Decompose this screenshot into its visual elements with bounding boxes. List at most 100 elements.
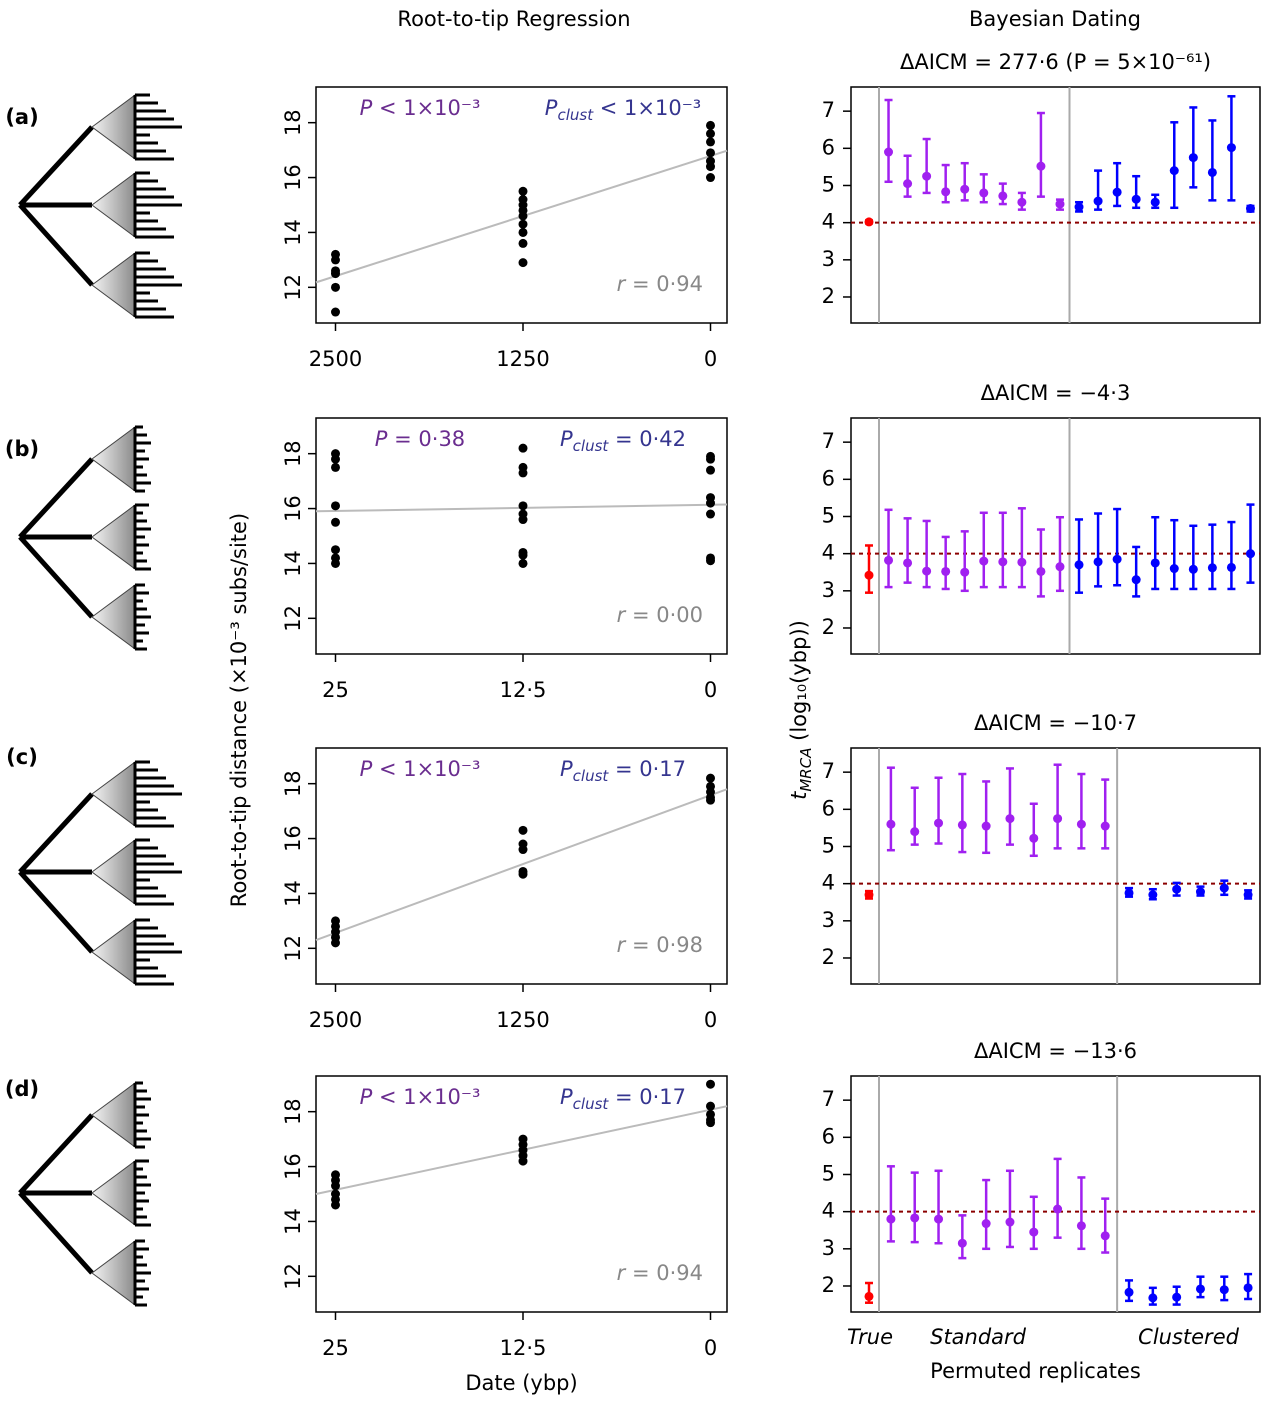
point <box>922 171 932 181</box>
y-tick-label: 6 <box>822 1124 835 1148</box>
tree-clade <box>91 172 136 238</box>
italic-symbol: P <box>560 757 573 781</box>
point <box>518 227 528 237</box>
point <box>706 1079 715 1089</box>
point <box>518 219 528 229</box>
point <box>1148 1293 1158 1303</box>
y-tick-label: 18 <box>281 770 305 797</box>
point <box>1017 197 1027 207</box>
point <box>1053 1204 1063 1214</box>
point <box>331 517 340 527</box>
point <box>518 825 528 835</box>
point <box>518 558 528 568</box>
p-clust-value: Pclust < 1×10⁻³ <box>545 96 701 124</box>
point <box>1074 202 1084 212</box>
point <box>1005 814 1015 824</box>
text: = 0·38 <box>387 427 465 451</box>
point <box>1195 1284 1205 1294</box>
x-tick-label: 2500 <box>309 1008 362 1032</box>
point <box>957 820 967 830</box>
y-tick-label: 3 <box>822 578 835 602</box>
point <box>518 258 528 268</box>
point <box>960 567 970 577</box>
point <box>331 462 340 472</box>
point <box>331 269 340 279</box>
point <box>706 454 715 464</box>
point <box>518 845 528 855</box>
subscript: clust <box>573 437 610 455</box>
point <box>706 773 715 783</box>
point <box>1172 884 1182 894</box>
y-tick-label: 18 <box>281 109 305 136</box>
point <box>706 148 715 158</box>
point <box>864 217 874 227</box>
point <box>331 938 340 948</box>
point <box>1172 1292 1182 1302</box>
text: = 0·98 <box>625 933 703 957</box>
x-tick-label: 0 <box>704 1336 717 1360</box>
correlation: r = 0·98 <box>617 933 703 957</box>
point <box>1226 562 1236 572</box>
p-clust-value: Pclust = 0·42 <box>560 427 686 455</box>
y-tick-label: 2 <box>822 284 835 308</box>
point <box>518 550 528 560</box>
point <box>910 1213 920 1223</box>
panel-label: (a) <box>5 105 38 129</box>
subscript: clust <box>573 1095 610 1113</box>
y-tick-label: 12 <box>281 935 305 962</box>
panel-label: (d) <box>5 1077 39 1101</box>
point <box>706 162 715 172</box>
point <box>331 545 340 555</box>
tree-clade <box>91 1082 136 1148</box>
point <box>706 509 715 519</box>
point <box>1076 819 1086 829</box>
point <box>981 821 991 831</box>
point <box>979 188 989 198</box>
point <box>903 179 913 189</box>
point <box>1053 814 1063 824</box>
point <box>1219 883 1229 893</box>
point <box>706 795 715 805</box>
point <box>706 498 715 508</box>
point <box>910 827 920 837</box>
point <box>518 238 528 248</box>
point <box>1055 562 1065 572</box>
point <box>331 454 340 464</box>
italic-symbol: P <box>375 427 388 451</box>
tree-clade <box>91 504 136 570</box>
y-tick-label: 4 <box>822 210 835 234</box>
tree-branch <box>18 125 94 207</box>
y-tick-label: 5 <box>822 503 835 527</box>
tree-clade <box>91 761 136 827</box>
point <box>518 869 528 879</box>
italic-symbol: P <box>560 1085 573 1109</box>
y-tick-label: 14 <box>281 550 305 577</box>
point <box>1036 566 1046 576</box>
point <box>864 890 874 900</box>
point <box>331 1181 340 1191</box>
point <box>1188 153 1198 163</box>
point <box>706 465 715 475</box>
correlation: r = 0·94 <box>617 1261 703 1285</box>
point <box>981 1219 991 1229</box>
y-tick-label: 6 <box>822 796 835 820</box>
point <box>1150 197 1160 207</box>
point <box>1055 199 1065 209</box>
point <box>1036 161 1046 171</box>
x-tick-label: 25 <box>322 678 349 702</box>
chart-title: ΔAICM = −4·3 <box>981 381 1131 405</box>
y-axis-label: tMRCA (log₁₀(ybp)) <box>787 620 815 800</box>
text: = 0·94 <box>625 1261 703 1285</box>
y-tick-label: 5 <box>822 833 835 857</box>
y-tick-label: 14 <box>281 880 305 907</box>
y-tick-label: 3 <box>822 1236 835 1260</box>
point <box>1188 564 1198 574</box>
point <box>1029 1227 1039 1237</box>
point <box>518 443 528 453</box>
tree-clade <box>91 94 136 160</box>
y-tick-label: 3 <box>822 247 835 271</box>
text: = 0·17 <box>608 757 686 781</box>
point <box>1226 143 1236 153</box>
tree-clade <box>91 584 136 650</box>
